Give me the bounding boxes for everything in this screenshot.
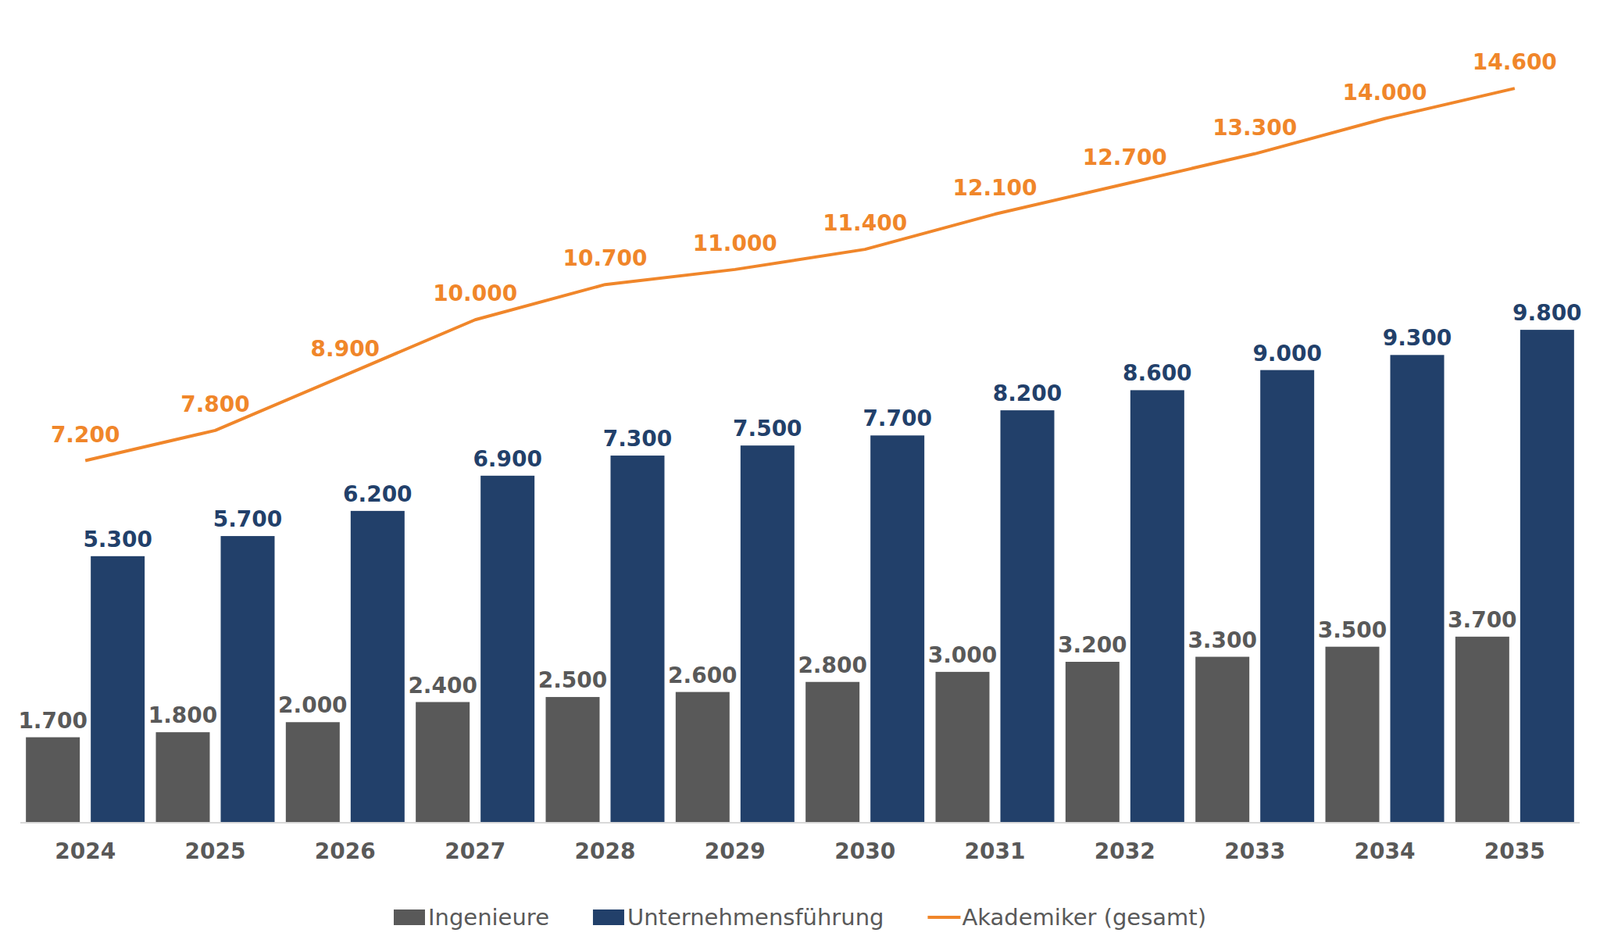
data-label: 14.000 xyxy=(1342,79,1427,106)
x-tick-label: 2030 xyxy=(834,838,896,865)
marks xyxy=(25,88,1575,823)
data-label: 3.300 xyxy=(1187,627,1258,654)
x-tick-label: 2027 xyxy=(444,838,506,865)
x-axis xyxy=(20,821,1580,824)
bar xyxy=(870,435,925,823)
data-label: 10.700 xyxy=(562,245,647,272)
bar xyxy=(350,510,405,823)
x-tick-label: 2029 xyxy=(704,838,766,865)
data-label: 5.700 xyxy=(213,506,283,533)
data-label: 8.600 xyxy=(1122,360,1193,386)
data-label: 7.500 xyxy=(732,415,803,442)
data-label: 2.000 xyxy=(278,692,348,718)
data-label: 1.800 xyxy=(148,702,218,729)
data-label: 9.000 xyxy=(1252,340,1322,367)
data-label: 1.700 xyxy=(17,707,88,734)
bar xyxy=(610,455,665,823)
bar xyxy=(935,671,990,823)
data-label: 2.500 xyxy=(538,667,608,693)
data-label: 9.300 xyxy=(1382,325,1453,351)
x-tick-label: 2028 xyxy=(575,838,636,865)
data-label: 11.400 xyxy=(822,210,908,236)
x-tick-label: 2025 xyxy=(185,838,247,865)
legend-swatch xyxy=(592,909,625,925)
data-label: 7.700 xyxy=(862,405,933,432)
bar xyxy=(156,732,211,823)
data-label: 8.200 xyxy=(992,380,1063,407)
bar xyxy=(1130,389,1185,823)
legend-label: Akademiker (gesamt) xyxy=(961,903,1207,931)
x-tick-label: 2033 xyxy=(1224,838,1286,865)
bar xyxy=(1195,657,1250,823)
data-label: 7.200 xyxy=(50,421,121,448)
data-label: 7.300 xyxy=(603,425,673,452)
bar xyxy=(1260,370,1315,823)
data-label: 12.700 xyxy=(1082,144,1168,171)
data-label: 2.400 xyxy=(407,672,478,699)
data-label: 6.200 xyxy=(342,481,413,508)
data-label: 10.000 xyxy=(432,280,518,307)
data-label: 3.000 xyxy=(928,642,998,668)
data-label: 3.500 xyxy=(1317,617,1388,643)
data-label: 9.800 xyxy=(1512,300,1583,326)
data-label: 11.000 xyxy=(692,230,778,257)
bar xyxy=(1065,661,1120,823)
chart: 1.700 1.800 2.000 2.400 2.500 2.600 2.800 3.000… xyxy=(0,0,1600,947)
bar xyxy=(285,721,340,823)
bar xyxy=(1390,354,1445,823)
data-label: 8.900 xyxy=(310,335,381,362)
data-label: 6.900 xyxy=(472,446,543,472)
x-tick-label: 2024 xyxy=(54,838,116,865)
bar xyxy=(1000,410,1055,823)
data-label: 5.300 xyxy=(82,526,153,553)
data-label: 2.600 xyxy=(667,662,738,689)
bar xyxy=(415,702,470,824)
bar xyxy=(1520,329,1575,823)
legend-swatch xyxy=(393,909,425,925)
bar xyxy=(546,696,600,823)
x-tick-label: 2026 xyxy=(314,838,376,865)
data-label: 12.100 xyxy=(952,175,1037,201)
data-label: 13.300 xyxy=(1212,114,1297,141)
data-label: 3.200 xyxy=(1057,632,1128,658)
data-label: 14.600 xyxy=(1472,49,1558,75)
bar xyxy=(675,692,730,823)
bar xyxy=(740,445,795,823)
legend-label: Unternehmensführung xyxy=(627,903,884,931)
x-tick-label: 2031 xyxy=(964,838,1026,865)
data-label: 3.700 xyxy=(1447,607,1518,633)
bar xyxy=(1455,636,1510,823)
legend: Ingenieure Unternehmensführung Akademiker … xyxy=(393,903,1207,931)
data-label: 2.800 xyxy=(797,652,868,679)
line xyxy=(85,88,1515,461)
x-tick-label: 2035 xyxy=(1484,838,1546,865)
bar xyxy=(1325,646,1380,823)
bar xyxy=(805,682,860,823)
x-tick-label: 2034 xyxy=(1354,838,1416,865)
bar xyxy=(90,556,145,823)
bar xyxy=(25,737,80,823)
legend-swatch xyxy=(927,915,961,919)
bar xyxy=(221,535,275,823)
legend-label: Ingenieure xyxy=(428,903,550,931)
bar xyxy=(480,475,535,823)
labels: 1.700 1.800 2.000 2.400 2.500 2.600 2.800 3.000… xyxy=(17,49,1582,733)
data-label: 7.800 xyxy=(180,391,250,418)
x-tick-label: 2032 xyxy=(1094,838,1156,865)
